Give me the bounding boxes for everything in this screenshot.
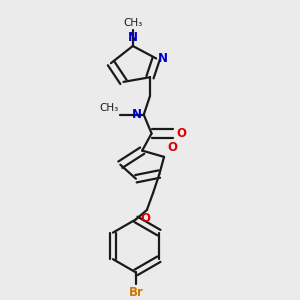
Text: O: O bbox=[140, 212, 150, 224]
Text: N: N bbox=[132, 108, 142, 121]
Text: CH₃: CH₃ bbox=[100, 103, 119, 113]
Text: Br: Br bbox=[128, 286, 143, 299]
Text: N: N bbox=[158, 52, 168, 65]
Text: O: O bbox=[168, 141, 178, 154]
Text: O: O bbox=[177, 127, 187, 140]
Text: N: N bbox=[128, 32, 138, 44]
Text: CH₃: CH₃ bbox=[123, 18, 142, 28]
